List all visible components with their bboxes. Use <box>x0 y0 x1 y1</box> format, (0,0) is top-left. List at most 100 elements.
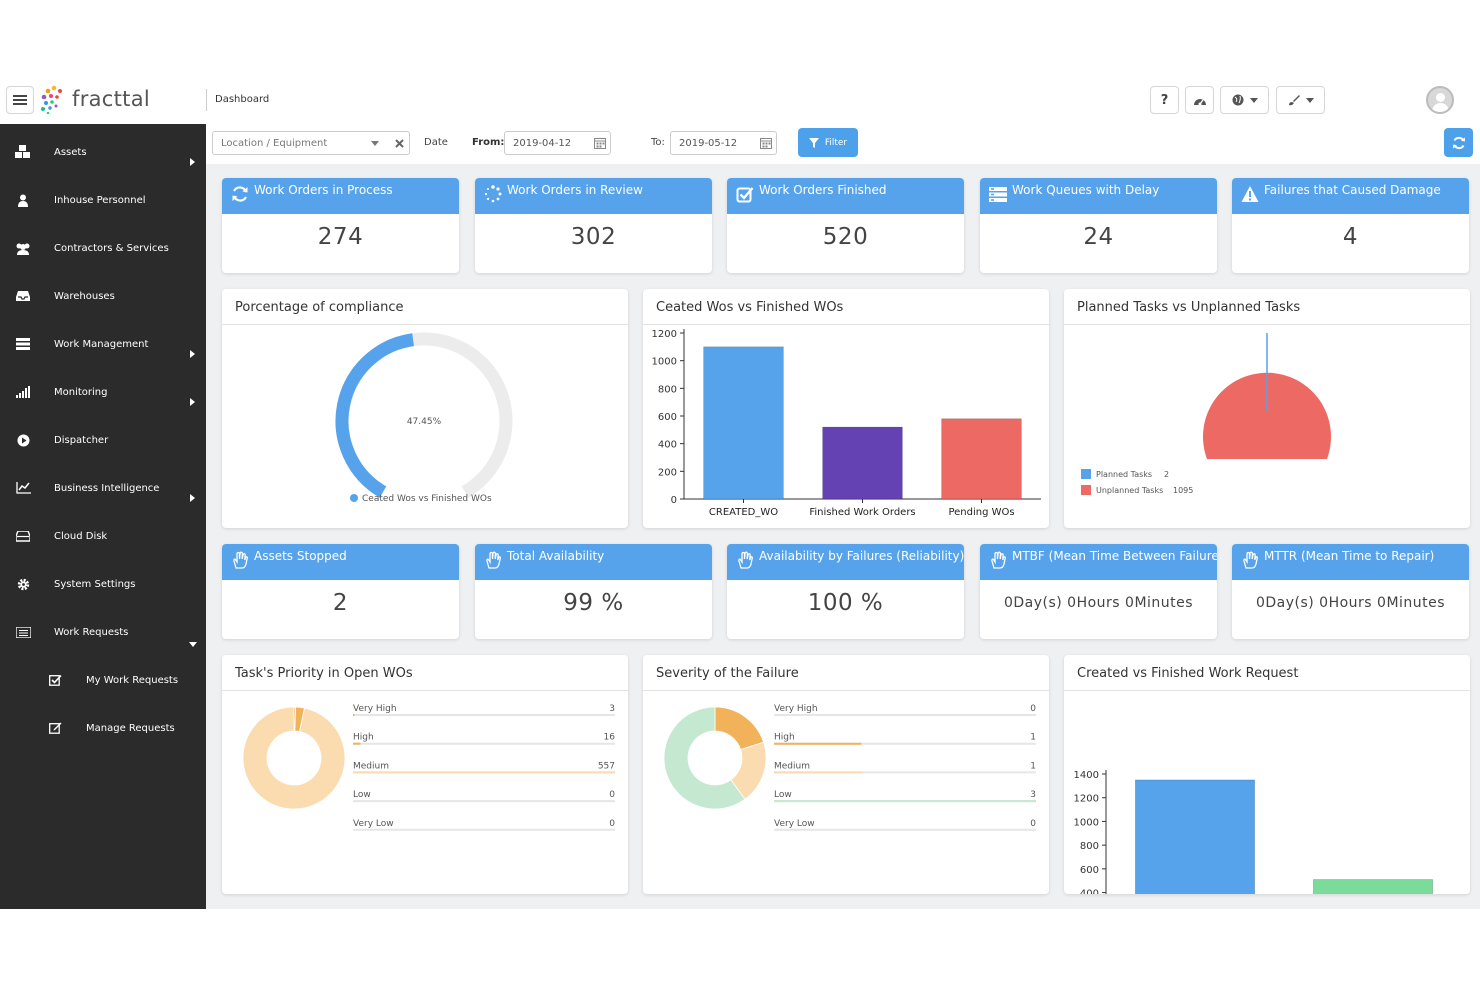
panel-divider <box>1064 324 1470 325</box>
donut-slice-medium[interactable] <box>242 706 346 810</box>
dashboard-button[interactable] <box>1185 86 1214 114</box>
sidebar-item-business-intelligence[interactable]: Business Intelligence <box>0 468 206 508</box>
y-tick-label: 200 <box>658 467 677 478</box>
priority-label: High <box>353 733 374 743</box>
panel-created-vs-finished-wos: Ceated Wos vs Finished WOs 0 200 400 600 800… <box>643 289 1049 528</box>
priority-label: Low <box>353 790 371 800</box>
sidebar-item-contractors[interactable]: Contractors & Services <box>0 228 206 268</box>
kpi-value: 302 <box>570 224 617 250</box>
from-date-input[interactable]: 2019-04-12 <box>504 131 611 155</box>
user-avatar[interactable] <box>1426 86 1454 114</box>
sidebar-item-label: Manage Requests <box>86 722 175 734</box>
bar-pending-wos[interactable] <box>941 418 1022 500</box>
users-icon <box>15 241 31 255</box>
gear-icon <box>15 577 31 591</box>
kpi-card-work-orders-finished: Work Orders Finished 520 <box>727 178 964 273</box>
kpi-title: Work Queues with Delay <box>1012 183 1160 197</box>
refresh-icon <box>1452 136 1465 149</box>
question-icon: ? <box>1160 92 1169 108</box>
sidebar-item-monitoring[interactable]: Monitoring <box>0 372 206 412</box>
legend-label-unplanned: Unplanned Tasks <box>1096 486 1163 495</box>
panel-title: Severity of the Failure <box>656 666 799 681</box>
language-button[interactable] <box>1220 86 1269 114</box>
to-date-input[interactable]: 2019-05-12 <box>670 131 777 155</box>
inbox-icon <box>15 289 31 303</box>
panel-failure-severity: Severity of the Failure Very High 0 High 1 M… <box>643 655 1049 894</box>
checkbox-icon <box>47 673 63 687</box>
sidebar-item-warehouses[interactable]: Warehouses <box>0 276 206 316</box>
sidebar-item-work-requests[interactable]: Work Requests <box>0 612 206 652</box>
clear-icon[interactable] <box>395 139 404 148</box>
gauge-legend-dot <box>350 494 358 502</box>
filter-button-label: Filter <box>824 137 848 148</box>
y-tick-label: 1400 <box>1074 770 1099 781</box>
globe-icon <box>1232 94 1243 106</box>
donut-slice-high[interactable] <box>714 706 765 751</box>
sidebar-item-label: Warehouses <box>54 290 115 302</box>
panel-planned-vs-unplanned: Planned Tasks vs Unplanned Tasks Planned… <box>1064 289 1470 528</box>
priority-label: High <box>774 733 795 743</box>
location-equipment-select[interactable]: Location / Equipment <box>212 131 410 155</box>
priority-count: 0 <box>609 790 615 800</box>
to-date-value: 2019-05-12 <box>679 138 738 149</box>
kpi-header: Assets Stopped <box>222 544 459 580</box>
priority-count: 0 <box>1030 704 1036 714</box>
panel-divider <box>222 690 628 691</box>
bar-finished-work-orders[interactable] <box>822 426 903 500</box>
theme-button[interactable] <box>1276 86 1325 114</box>
x-tick-label: Finished Work Orders <box>809 507 915 518</box>
hand-icon <box>738 551 753 569</box>
bar-solved[interactable] <box>1313 879 1433 894</box>
line-chart-icon <box>15 481 31 495</box>
priority-label: Low <box>774 790 792 800</box>
kpi-title: MTTR (Mean Time to Repair) <box>1264 549 1435 563</box>
from-label: From: <box>472 137 505 148</box>
kpi-value: 2 <box>332 590 349 616</box>
app-logo[interactable]: fracttal <box>40 84 150 114</box>
kpi-title: Total Availability <box>507 549 605 563</box>
priority-count: 1 <box>1030 761 1036 771</box>
priority-donut-chart: Very High 3 High 16 Medium 557 Low 0 Very Low 0 <box>242 704 616 831</box>
hdd-icon <box>15 529 31 543</box>
fracttal-logo-icon <box>41 85 62 114</box>
bar-created[interactable] <box>1135 779 1255 894</box>
sidebar-item-my-work-requests[interactable]: My Work Requests <box>0 660 206 700</box>
app-root: fracttal Dashboard ? Assets Inhouse Pers… <box>0 75 1480 909</box>
spinner-icon <box>484 185 502 203</box>
filter-button[interactable]: Filter <box>798 128 858 157</box>
priority-count: 16 <box>604 733 616 743</box>
sidebar-item-label: My Work Requests <box>86 674 179 686</box>
sidebar-item-label: Inhouse Personnel <box>54 194 146 206</box>
kpi-title: Availability by Failures (Reliability) <box>759 549 964 563</box>
sidebar-item-manage-requests[interactable]: Manage Requests <box>0 708 206 748</box>
from-date-value: 2019-04-12 <box>513 138 572 149</box>
work-request-bar-chart: 0200400600800100012001400CreatedSolved <box>1074 770 1433 894</box>
kpi-header: MTTR (Mean Time to Repair) <box>1232 544 1469 580</box>
hand-icon <box>991 551 1006 569</box>
sidebar-item-dispatcher[interactable]: Dispatcher <box>0 420 206 460</box>
sidebar-item-system-settings[interactable]: System Settings <box>0 564 206 604</box>
kpi-value: 0Day(s) 0Hours 0Minutes <box>1003 595 1194 611</box>
sidebar-item-inhouse-personnel[interactable]: Inhouse Personnel <box>0 180 206 220</box>
kpi-card-mttr: MTTR (Mean Time to Repair) 0Day(s) 0Hour… <box>1232 544 1469 639</box>
kpi-title: Work Orders in Process <box>254 183 393 197</box>
sidebar-item-work-management[interactable]: Work Management <box>0 324 206 364</box>
calendar-icon[interactable] <box>594 137 606 149</box>
hand-icon <box>1243 551 1258 569</box>
panel-task-priority: Task's Priority in Open WOs Very High 3 Hi… <box>222 655 628 894</box>
priority-label: Medium <box>774 761 810 771</box>
donut-slice-low[interactable] <box>663 706 746 810</box>
gauge-legend-label: Ceated Wos vs Finished WOs <box>362 494 492 504</box>
bar-created-wo[interactable] <box>703 346 784 500</box>
kpi-title: Work Orders Finished <box>759 183 887 197</box>
sidebar-item-cloud-disk[interactable]: Cloud Disk <box>0 516 206 556</box>
panel-divider <box>643 690 1049 691</box>
panel-title: Ceated Wos vs Finished WOs <box>656 300 844 315</box>
help-button[interactable]: ? <box>1150 86 1179 114</box>
menu-toggle-button[interactable] <box>6 86 34 114</box>
y-tick-label: 1000 <box>1074 817 1099 828</box>
hamburger-icon <box>13 95 27 105</box>
refresh-button[interactable] <box>1444 128 1473 157</box>
calendar-icon[interactable] <box>760 137 772 149</box>
sidebar-item-assets[interactable]: Assets <box>0 132 206 172</box>
